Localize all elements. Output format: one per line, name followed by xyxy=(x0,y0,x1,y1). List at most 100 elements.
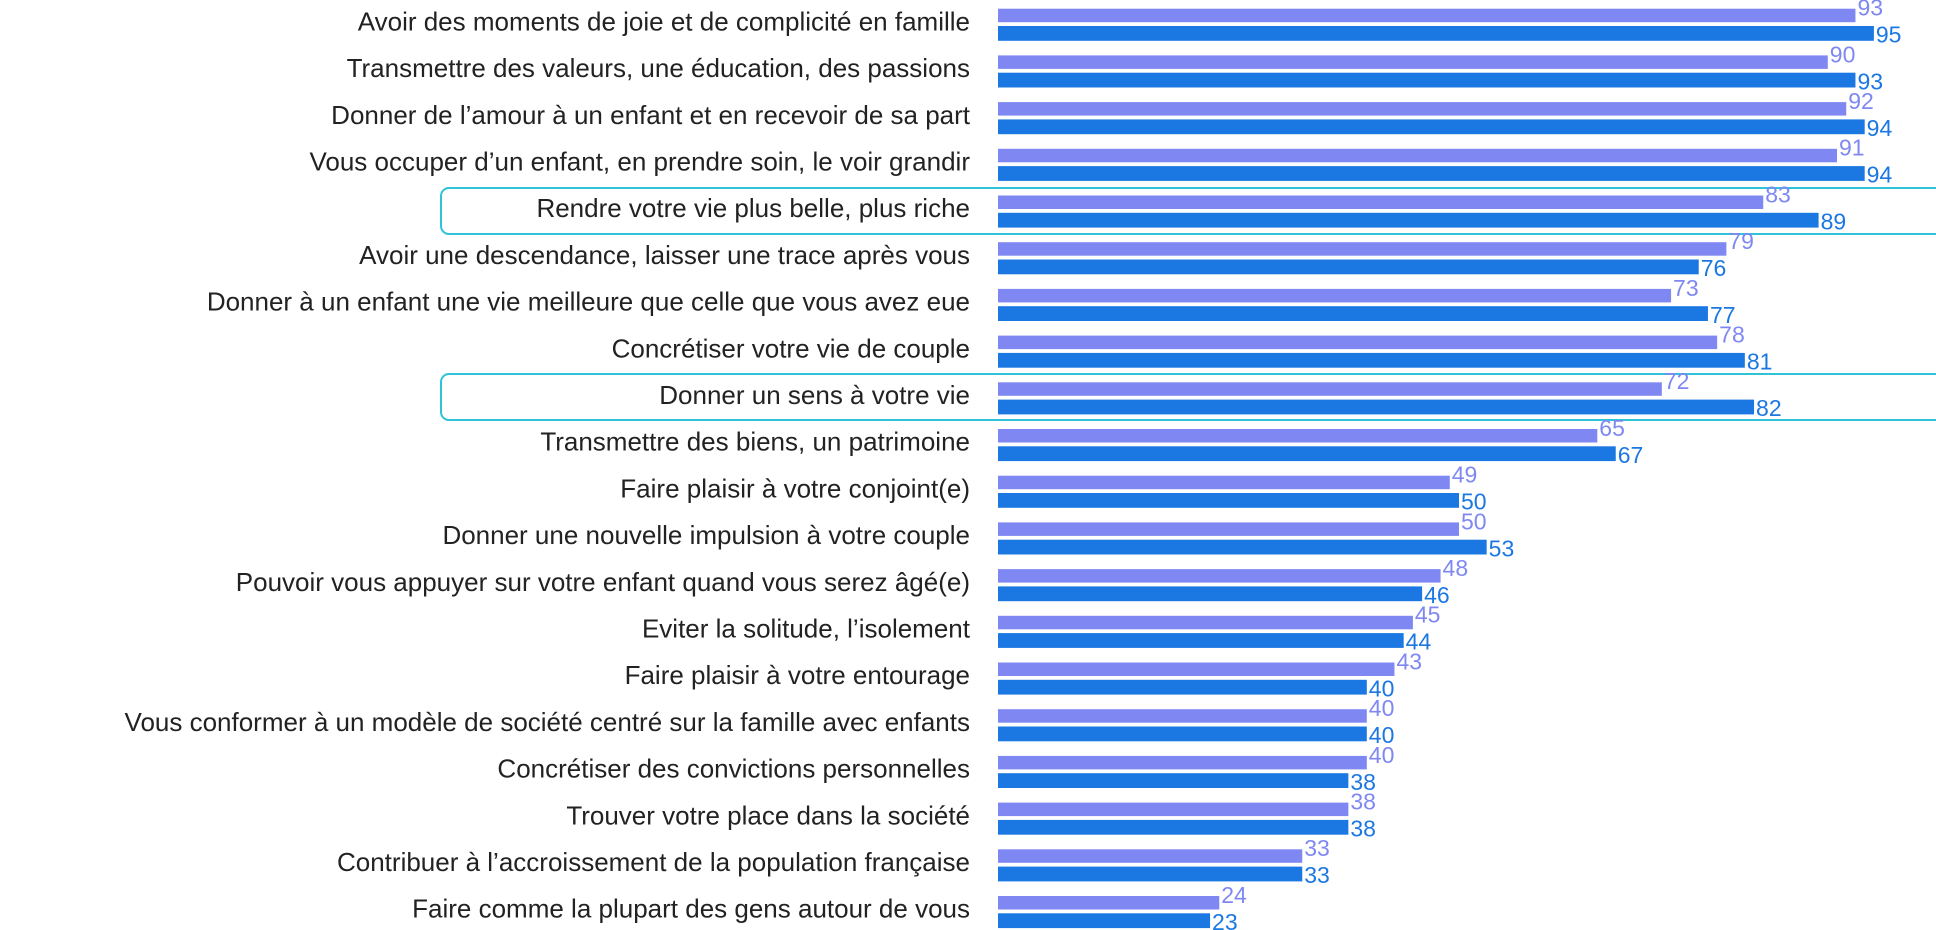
category-label: Trouver votre place dans la société xyxy=(566,800,970,830)
value-label: 33 xyxy=(1304,835,1330,861)
value-label: 90 xyxy=(1830,41,1856,67)
value-label: 38 xyxy=(1350,769,1376,795)
bar xyxy=(998,755,1367,770)
value-label: 40 xyxy=(1369,695,1395,721)
bar xyxy=(998,896,1220,910)
value-label: 40 xyxy=(1369,742,1395,768)
category-label: Faire plaisir à votre conjoint(e) xyxy=(620,473,970,503)
category-label: Concrétiser des convictions personnelles xyxy=(497,754,970,784)
bar xyxy=(998,102,1847,116)
value-label: 77 xyxy=(1710,302,1736,328)
category-label: Faire comme la plupart des gens autour d… xyxy=(412,894,970,924)
bar xyxy=(998,119,1865,135)
bar xyxy=(998,773,1349,788)
bar xyxy=(998,26,1874,41)
bar xyxy=(998,662,1395,676)
bar xyxy=(998,615,1413,630)
category-label: Contribuer à l’accroissement de la popul… xyxy=(337,847,970,877)
bar xyxy=(998,55,1828,69)
bar xyxy=(998,399,1755,415)
value-label: 72 xyxy=(1664,368,1690,394)
bar xyxy=(998,166,1865,181)
value-label: 82 xyxy=(1756,395,1782,421)
value-label: 65 xyxy=(1599,415,1625,441)
bar xyxy=(998,259,1699,275)
category-label: Donner à un enfant une vie meilleure que… xyxy=(207,287,970,317)
value-label: 40 xyxy=(1369,722,1395,748)
value-label: 76 xyxy=(1701,255,1727,281)
category-label: Avoir une descendance, laisser une trace… xyxy=(359,240,970,270)
bar xyxy=(998,148,1838,163)
bar xyxy=(998,195,1764,209)
value-label: 40 xyxy=(1369,675,1395,701)
category-label: Vous occuper d’un enfant, en prendre soi… xyxy=(309,146,970,176)
value-label: 93 xyxy=(1857,0,1883,21)
category-label: Transmettre des valeurs, une éducation, … xyxy=(347,53,970,83)
bar xyxy=(998,429,1598,443)
bar xyxy=(998,72,1856,88)
value-label: 23 xyxy=(1212,909,1238,930)
bar xyxy=(998,382,1662,396)
category-label: Donner une nouvelle impulsion à votre co… xyxy=(442,520,970,550)
value-label: 45 xyxy=(1415,602,1441,628)
value-label: 50 xyxy=(1461,508,1487,534)
value-label: 95 xyxy=(1876,22,1902,48)
bar xyxy=(998,586,1423,602)
highlight-box xyxy=(440,373,1936,421)
bar xyxy=(998,352,1745,368)
bar xyxy=(998,335,1718,350)
value-label: 94 xyxy=(1867,115,1893,141)
bar xyxy=(998,539,1487,555)
value-label: 92 xyxy=(1848,88,1874,114)
value-label: 48 xyxy=(1443,555,1469,581)
bar xyxy=(998,242,1727,256)
bar xyxy=(998,802,1349,817)
bar xyxy=(998,446,1616,462)
bar xyxy=(998,522,1459,536)
value-label: 43 xyxy=(1396,648,1422,674)
value-label: 89 xyxy=(1821,208,1847,234)
category-label: Vous conformer à un modèle de société ce… xyxy=(125,707,970,737)
value-label: 79 xyxy=(1728,228,1754,254)
category-label: Concrétiser votre vie de couple xyxy=(612,333,970,363)
bar xyxy=(998,306,1708,321)
value-label: 94 xyxy=(1867,162,1893,188)
value-label: 53 xyxy=(1489,535,1515,561)
value-label: 38 xyxy=(1350,815,1376,841)
value-label: 93 xyxy=(1857,68,1883,94)
bar xyxy=(998,569,1441,583)
bar xyxy=(998,849,1303,863)
value-label: 81 xyxy=(1747,348,1773,374)
bar xyxy=(998,8,1856,23)
value-label: 24 xyxy=(1221,882,1247,908)
bar xyxy=(998,212,1819,228)
value-label: 44 xyxy=(1406,629,1432,655)
value-label: 50 xyxy=(1461,489,1487,515)
value-label: 91 xyxy=(1839,135,1865,161)
category-label: Transmettre des biens, un patrimoine xyxy=(540,427,970,457)
category-label: Avoir des moments de joie et de complici… xyxy=(358,6,970,36)
bar xyxy=(998,726,1367,742)
bar xyxy=(998,913,1211,929)
bar xyxy=(998,866,1303,882)
value-label: 83 xyxy=(1765,181,1791,207)
category-label: Faire plaisir à votre entourage xyxy=(625,660,970,690)
highlight-box xyxy=(440,187,1936,235)
bar xyxy=(998,709,1367,723)
value-label: 33 xyxy=(1304,862,1330,888)
bar xyxy=(998,679,1367,695)
category-label: Donner de l’amour à un enfant et en rece… xyxy=(331,100,971,130)
category-label: Eviter la solitude, l’isolement xyxy=(642,613,971,643)
bar xyxy=(998,819,1349,835)
bar xyxy=(998,633,1404,648)
bar xyxy=(998,493,1459,508)
value-label: 46 xyxy=(1424,582,1450,608)
value-label: 49 xyxy=(1452,462,1478,488)
category-label: Pouvoir vous appuyer sur votre enfant qu… xyxy=(236,567,970,597)
value-label: 67 xyxy=(1618,442,1644,468)
bar xyxy=(998,288,1672,303)
value-label: 38 xyxy=(1350,788,1376,814)
category-label: Rendre votre vie plus belle, plus riche xyxy=(536,193,970,223)
bar xyxy=(998,475,1450,490)
